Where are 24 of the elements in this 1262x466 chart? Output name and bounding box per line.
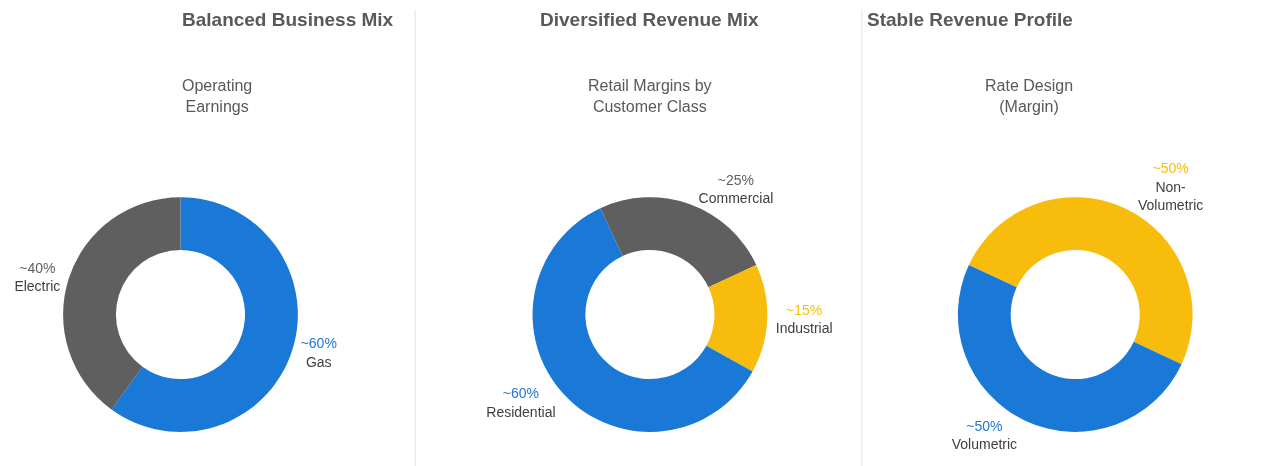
chart-title: Stable Revenue Profile [867,9,1073,30]
data-label: ~50% [966,417,1003,434]
data-label: ~15% [786,301,823,318]
data-label: ~50% [1152,160,1189,177]
chart-title: Diversified Revenue Mix [540,9,760,30]
slice-label: Volumetric [951,436,1018,453]
data-label: ~25% [717,172,755,189]
slice-label: Industrial [775,319,833,336]
chart-title: Balanced Business Mix [182,9,394,30]
chart-subtitle: Rate Design (Margin) [985,77,1074,115]
donut-slice [706,264,768,372]
slice-label: Residential [486,403,556,420]
data-label: ~60% [300,335,337,352]
slice-label: Gas [305,353,332,370]
slice-label: Non- Volumetric [1137,178,1204,213]
slice-label: Electric [14,277,61,294]
donut-slice [63,197,181,410]
slice-label: Commercial [698,190,774,207]
donut-slice [958,264,1182,432]
chart-subtitle: Operating Earnings [182,77,253,115]
donut-slice [111,197,298,432]
data-label: ~60% [502,385,540,402]
chart-subtitle: Retail Margins by Customer Class [588,77,712,115]
data-label: ~40% [19,259,56,276]
